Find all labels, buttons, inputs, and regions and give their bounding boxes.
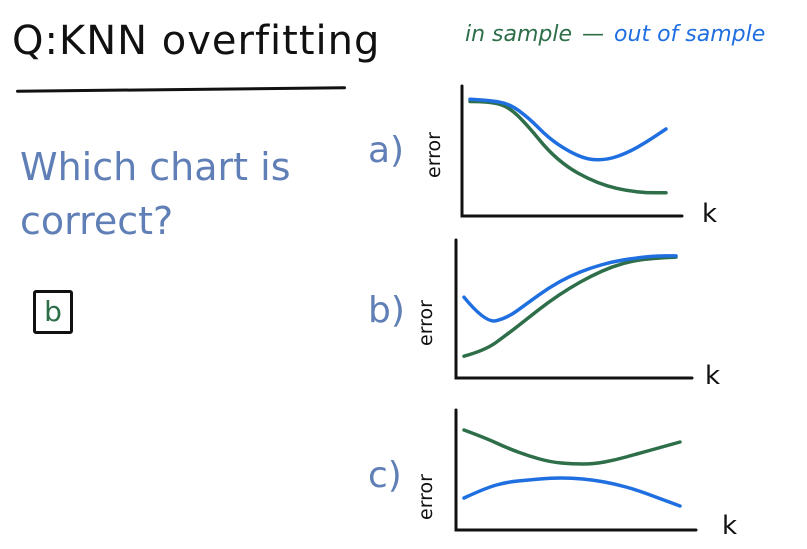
legend-dash: — xyxy=(582,22,605,47)
series-line-in-sample xyxy=(468,99,668,195)
answer-box[interactable]: b xyxy=(33,290,73,334)
chart-axes xyxy=(454,238,694,380)
chart-ylabel: error xyxy=(423,132,445,178)
legend-in-sample: in sample xyxy=(465,22,573,47)
chart-ylabel: error xyxy=(415,474,437,520)
legend-out-of-sample: out of sample xyxy=(614,22,766,47)
chart-panel-label: b) xyxy=(368,290,405,331)
slide-title: Q:KNN overfitting xyxy=(12,18,381,64)
chart-xlabel: k xyxy=(722,511,737,541)
chart-ylabel: error xyxy=(415,300,437,346)
series-line-in-sample xyxy=(462,428,682,466)
series-line-in-sample xyxy=(462,255,678,358)
chart-axes xyxy=(460,84,684,218)
chart-xlabel: k xyxy=(705,361,720,391)
series-line-out-of-sample xyxy=(462,476,682,508)
series-line-out-of-sample xyxy=(462,254,678,323)
chart-panel-label: c) xyxy=(368,455,402,496)
series-line-out-of-sample xyxy=(468,97,668,162)
chart-axes xyxy=(454,408,698,532)
legend: in sample — out of sample xyxy=(465,22,765,47)
chart-3: c) error k xyxy=(368,408,737,541)
chart-2: b) error k xyxy=(368,238,720,391)
chart-xlabel: k xyxy=(702,199,717,229)
answer-text: b xyxy=(44,295,62,328)
chart-panel-label: a) xyxy=(368,130,404,171)
question-text: Which chart is correct? xyxy=(20,145,291,243)
chart-1: a) error k xyxy=(368,84,717,229)
